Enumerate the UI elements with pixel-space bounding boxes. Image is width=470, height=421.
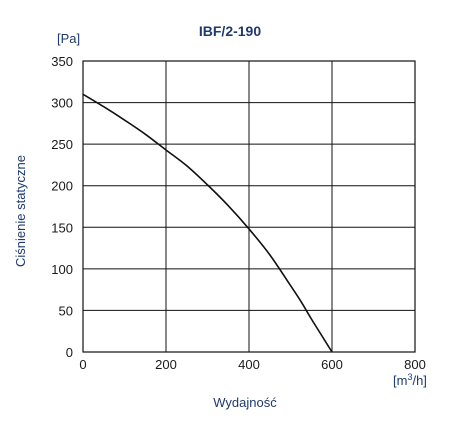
- y-tick-label: 200: [51, 179, 73, 194]
- x-tick-label: 800: [404, 357, 426, 372]
- y-tick-label: 150: [51, 220, 73, 235]
- y-unit-label: [Pa]: [57, 31, 80, 46]
- chart-title: IBF/2-190: [199, 23, 261, 39]
- x-unit-superscript: 3: [407, 372, 412, 382]
- x-tick-label: 0: [79, 357, 86, 372]
- y-tick-label: 250: [51, 137, 73, 152]
- y-tick-labels: 0 50 100 150 200 250 300 350: [51, 54, 73, 360]
- x-tick-labels: 0 200 400 600 800: [79, 357, 425, 372]
- y-tick-label: 50: [59, 303, 73, 318]
- y-tick-label: 350: [51, 54, 73, 69]
- x-tick-label: 400: [238, 357, 260, 372]
- x-unit-prefix: [m: [393, 373, 407, 388]
- x-unit-label: [m3/h]: [393, 372, 427, 388]
- x-unit-suffix: /h]: [412, 373, 426, 388]
- series-line: [82, 93, 333, 353]
- plot-frame: [82, 60, 416, 353]
- y-axis-label: Ciśnienie statyczne: [13, 155, 28, 267]
- y-tick-label: 300: [51, 96, 73, 111]
- x-axis-label: Wydajność: [213, 395, 277, 410]
- y-tick-label: 0: [66, 345, 73, 360]
- grid: [82, 60, 416, 353]
- x-tick-label: 200: [155, 357, 177, 372]
- y-tick-label: 100: [51, 262, 73, 277]
- x-tick-label: 600: [321, 357, 343, 372]
